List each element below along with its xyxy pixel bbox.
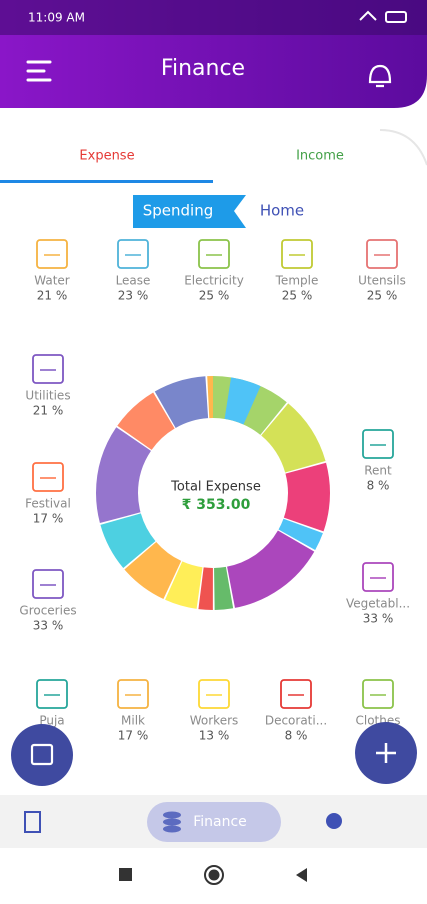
item-label: Festival (25, 497, 71, 511)
item-label: Utensils (358, 274, 406, 288)
card-edge (379, 129, 427, 166)
item-label: Groceries (19, 604, 76, 618)
item-label: Water (34, 274, 70, 288)
item-percent: 25 % (282, 289, 313, 303)
item-icon[interactable] (362, 562, 394, 592)
item-percent: 8 % (367, 479, 390, 493)
calendar-icon (30, 743, 54, 766)
item-label: Rent (364, 464, 392, 478)
toggle-spending[interactable]: Spending (143, 202, 214, 220)
tab-expense[interactable]: Expense (79, 149, 134, 164)
nav-back[interactable] (296, 868, 307, 882)
fab-calendar[interactable] (11, 724, 73, 786)
nav-profile[interactable] (326, 813, 342, 829)
nav-active-pill[interactable] (147, 802, 281, 842)
donut (96, 376, 330, 610)
item-percent: 21 % (33, 404, 64, 418)
card (0, 130, 427, 900)
item-icon[interactable] (362, 429, 394, 459)
item-label: Puja (39, 714, 64, 728)
status-icons (359, 10, 407, 23)
notification-button[interactable] (368, 64, 392, 88)
item-label: Lease (116, 274, 151, 288)
tab-indicator (0, 180, 213, 183)
item-percent: 13 % (199, 729, 230, 743)
status-time: 11:09 AM (28, 11, 85, 25)
item-percent: 17 % (118, 729, 149, 743)
item-icon[interactable] (362, 679, 394, 709)
tab-income[interactable]: Income (296, 149, 344, 164)
item-percent: 33 % (33, 619, 64, 633)
item-percent: 33 % (363, 612, 394, 626)
item-percent: 17 % (33, 512, 64, 526)
item-icon[interactable] (280, 679, 312, 709)
nav-building[interactable] (24, 811, 41, 833)
item-label: Decorati... (265, 714, 327, 728)
nav-finance[interactable]: Finance (193, 814, 247, 830)
item-icon[interactable] (36, 679, 68, 709)
nav-icon-coins (163, 811, 181, 833)
nav-recent[interactable] (119, 868, 132, 881)
donut-segment (96, 376, 330, 610)
status-bar (0, 0, 427, 35)
item-label: Vegetabl... (346, 597, 410, 611)
menu-button[interactable] (26, 60, 52, 82)
item-icon[interactable] (366, 239, 398, 269)
item-percent: 25 % (367, 289, 398, 303)
donut-segment (96, 376, 330, 610)
header-title: Finance (161, 56, 245, 81)
toggle-home[interactable]: Home (260, 202, 304, 220)
donut-total: ₹ 353.00 (182, 497, 251, 513)
donut-caption: Total Expense (170, 480, 261, 495)
item-label: Electricity (184, 274, 244, 288)
item-icon[interactable] (32, 354, 64, 384)
item-icon[interactable] (198, 239, 230, 269)
item-icon[interactable] (117, 679, 149, 709)
item-icon[interactable] (32, 462, 64, 492)
toggle-active[interactable] (133, 195, 246, 228)
item-label: Workers (190, 714, 239, 728)
item-percent: 8 % (285, 729, 308, 743)
item-label: Temple (275, 274, 319, 288)
item-icon[interactable] (36, 239, 68, 269)
item-icon[interactable] (281, 239, 313, 269)
item-icon[interactable] (117, 239, 149, 269)
donut-segment (96, 376, 330, 610)
nav-home[interactable] (204, 865, 224, 885)
item-icon[interactable] (32, 569, 64, 599)
item-label: Milk (121, 714, 145, 728)
item-label: Utilities (25, 389, 70, 403)
add-icon (376, 743, 396, 763)
nav-home-dot (208, 869, 220, 881)
item-percent: 23 % (118, 289, 149, 303)
item-icon[interactable] (198, 679, 230, 709)
item-percent: 25 % (199, 289, 230, 303)
item-percent: 21 % (37, 289, 68, 303)
